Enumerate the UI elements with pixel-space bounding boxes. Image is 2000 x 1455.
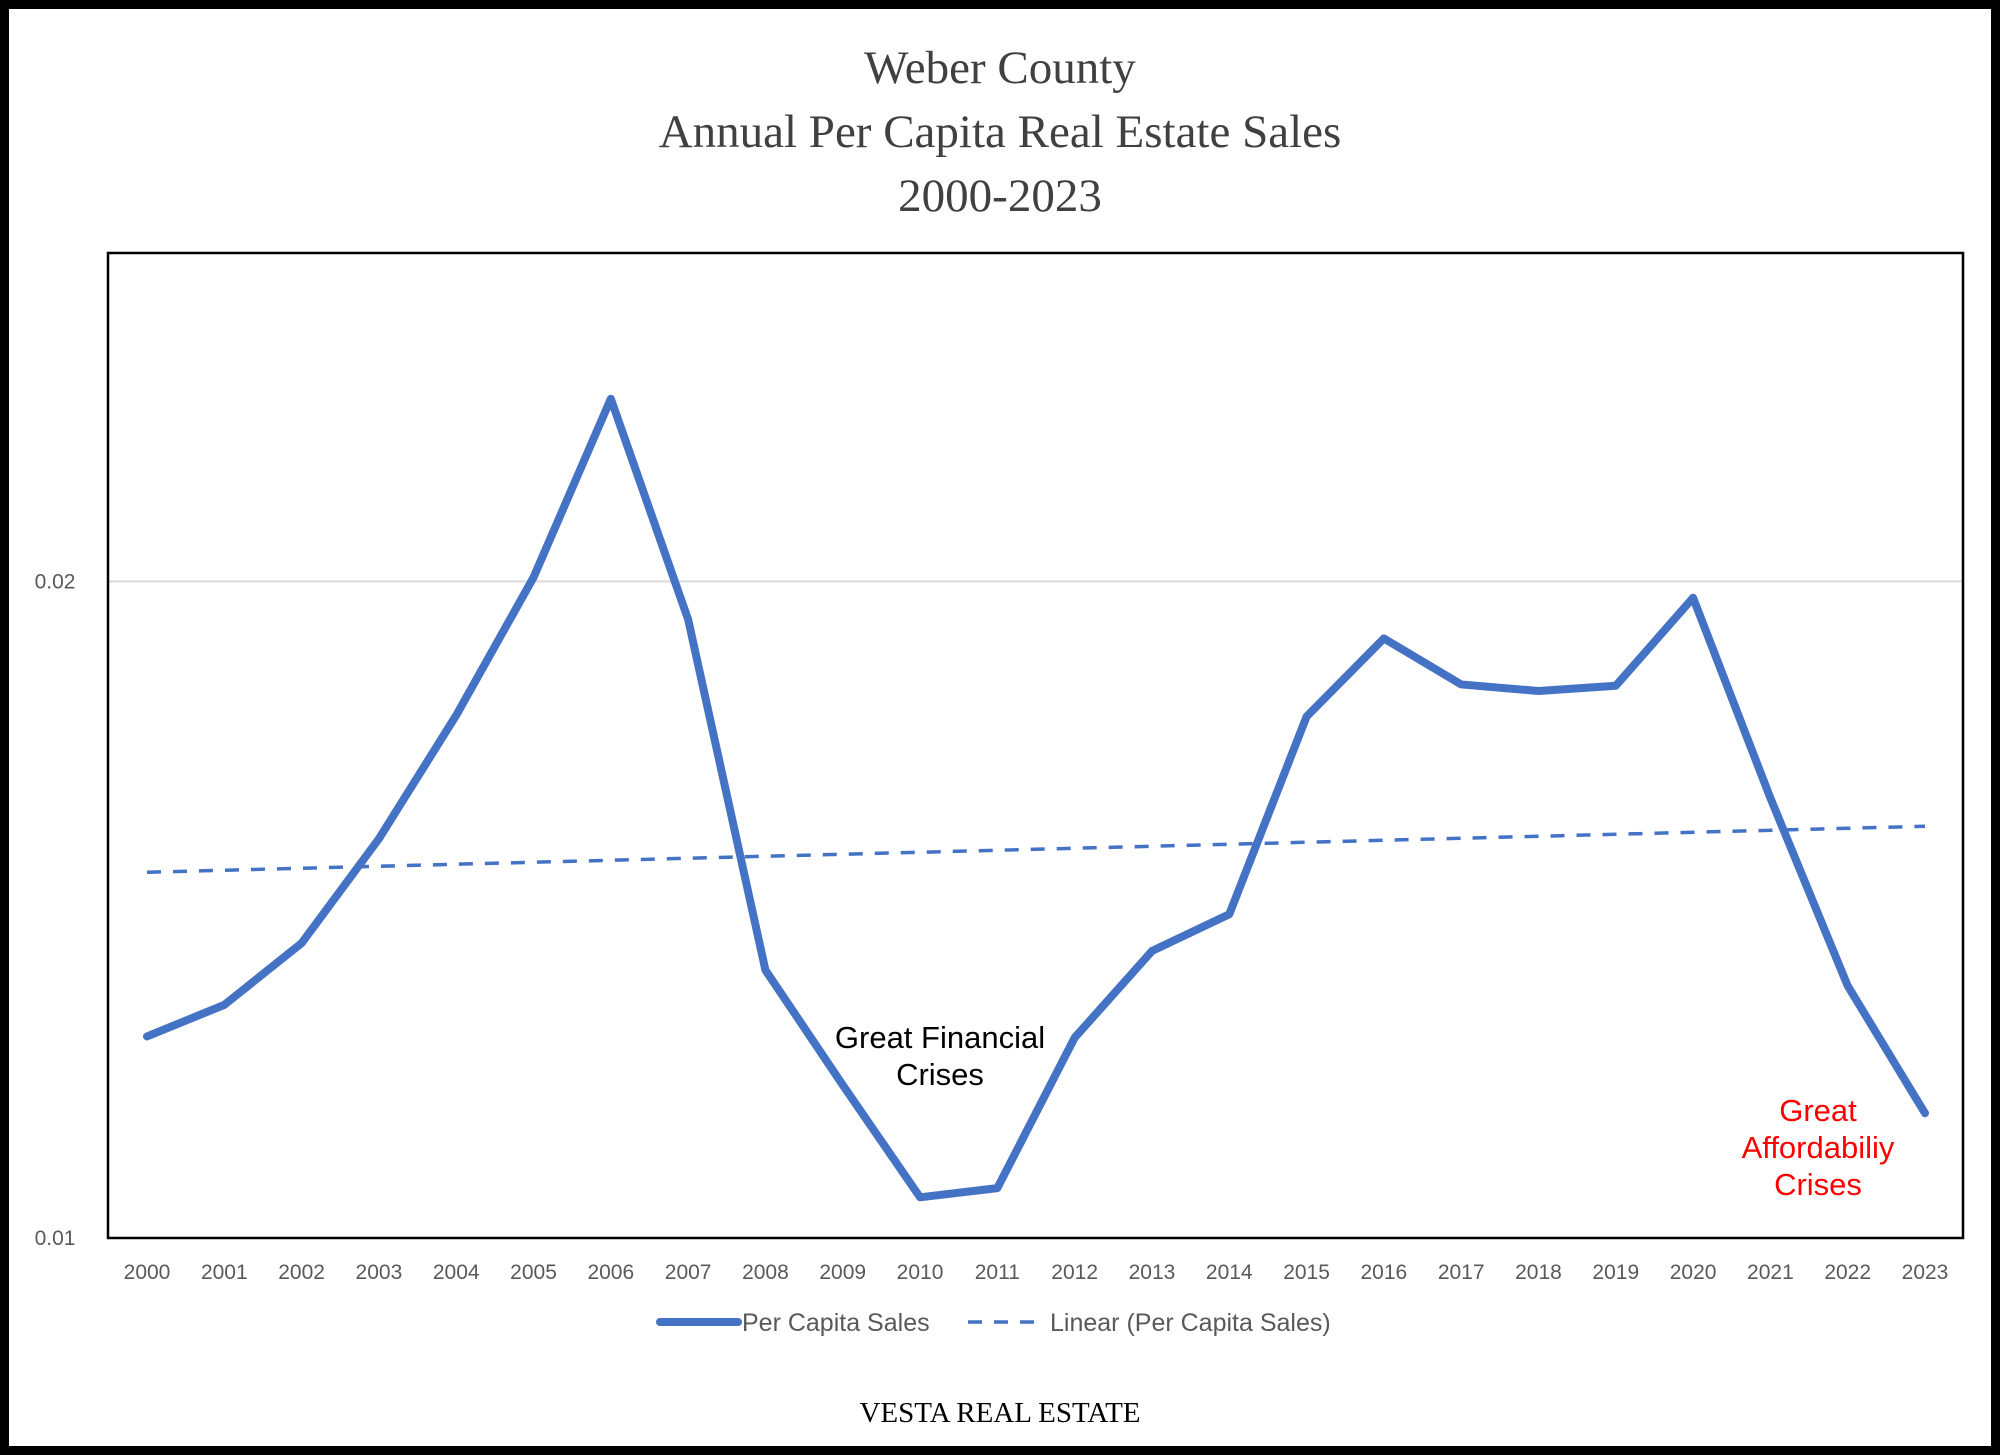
x-tick-label: 2018 [1515,1261,1562,1284]
annotation-financial-crisis: Great Financial Crises [835,1020,1045,1092]
x-tick-label: 2021 [1747,1261,1794,1284]
x-tick-label: 2001 [201,1261,248,1284]
x-tick-label: 2011 [975,1261,1020,1284]
chart-title-line-3: 2000-2023 [898,170,1102,222]
x-tick-label: 2013 [1129,1261,1176,1284]
x-tick-label: 2015 [1283,1261,1330,1284]
x-tick-label: 2000 [124,1261,171,1284]
annotation-line: Great [1779,1093,1857,1128]
legend-label-linear-trend: Linear (Per Capita Sales) [1050,1309,1331,1337]
y-tick-label: 0.02 [35,570,76,593]
y-tick-label: 0.01 [35,1227,76,1250]
x-tick-label: 2004 [433,1261,480,1284]
chart-title-line-1: Weber County [864,42,1136,94]
annotation-line: Crises [1774,1167,1862,1202]
x-tick-label: 2014 [1206,1261,1253,1284]
x-tick-label: 2003 [356,1261,403,1284]
x-tick-label: 2007 [665,1261,712,1284]
series-line-linear-trend [146,824,1926,874]
x-tick-label: 2008 [742,1261,789,1284]
x-tick-label: 2022 [1824,1261,1871,1284]
x-tick-label: 2020 [1670,1261,1717,1284]
x-tick-label: 2019 [1592,1261,1639,1284]
x-tick-label: 2016 [1361,1261,1408,1284]
x-tick-label: 2012 [1051,1261,1098,1284]
x-tick-label: 2023 [1902,1261,1949,1284]
legend-label-per-capita-sales: Per Capita Sales [742,1309,930,1337]
annotation-line: Crises [896,1057,984,1092]
legend: Per Capita Sales Linear (Per Capita Sales… [656,1309,1331,1337]
footer-brand: VESTA REAL ESTATE [859,1397,1141,1429]
x-tick-label: 2006 [587,1261,634,1284]
series-line-per-capita-sales [143,394,1929,1202]
annotation-line: Affordabiliy [1742,1130,1895,1165]
x-tick-label: 2010 [897,1261,944,1284]
x-tick-label: 2002 [278,1261,325,1284]
chart-plot: 0.01 0.02 2000 2001 2002 2003 2004 2005 2006 200… [35,251,1965,1337]
chart-title-line-2: Annual Per Capita Real Estate Sales [658,106,1342,158]
x-tick-label: 2005 [510,1261,557,1284]
annotation-line: Great Financial [835,1020,1045,1055]
x-tick-label: 2017 [1438,1261,1485,1284]
annotation-affordability-crisis: Great Affordabiliy Crises [1742,1093,1895,1202]
plot-area-border [106,251,1965,1240]
x-tick-label: 2009 [819,1261,866,1284]
